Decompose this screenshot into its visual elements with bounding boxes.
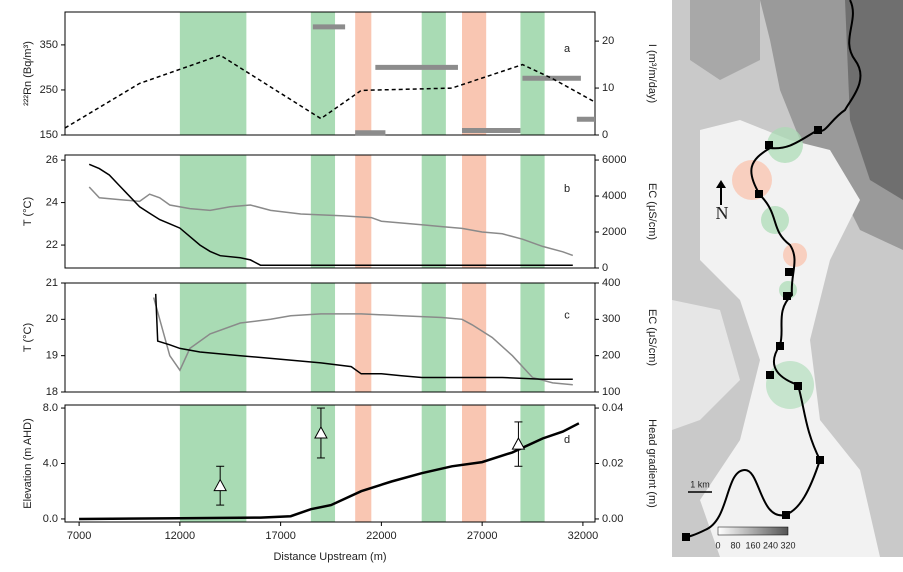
site <box>782 511 790 519</box>
reach-band <box>355 155 371 268</box>
y-tick-label: 350 <box>40 39 58 51</box>
x-tick-label: 12000 <box>165 530 196 542</box>
reach-band <box>180 155 247 268</box>
site <box>783 292 791 300</box>
site <box>755 190 763 198</box>
reach-band <box>422 283 446 392</box>
reach-band <box>462 12 486 135</box>
y-axis-label: ²²²Rn (Bq/m³) <box>22 41 34 106</box>
site <box>765 141 773 149</box>
y2-tick-label: 0.04 <box>602 402 623 414</box>
y-tick-label: 250 <box>40 84 58 96</box>
y2-tick-label: 20 <box>602 35 614 47</box>
legend-label: 240 <box>763 540 778 550</box>
site <box>816 456 824 464</box>
x-tick-label: 22000 <box>366 530 397 542</box>
x-tick-label: 32000 <box>568 530 599 542</box>
y2-axis-label: EC (μS/cm) <box>646 309 658 366</box>
site <box>766 371 774 379</box>
reach-band <box>462 283 486 392</box>
reach-band <box>422 155 446 268</box>
y2-tick-label: 0.02 <box>602 457 623 469</box>
legend-label: 0 <box>715 540 720 550</box>
panel-letter: a <box>564 43 571 55</box>
legend-label: 160 <box>745 540 760 550</box>
y-tick-label: 20 <box>46 313 58 325</box>
y-tick-label: 18 <box>46 386 58 398</box>
site <box>776 342 784 350</box>
reach-band <box>520 155 544 268</box>
x-tick-label: 7000 <box>67 530 91 542</box>
y2-axis-label: Head gradient (m) <box>646 419 658 508</box>
y-tick-label: 150 <box>40 129 58 141</box>
figure: N 1 km 080160240320 15025035001020²²²Rn … <box>0 0 903 567</box>
y-tick-label: 0.0 <box>43 513 58 525</box>
y-tick-label: 19 <box>46 350 58 362</box>
reach-band <box>180 283 247 392</box>
reach-band <box>520 405 544 522</box>
y2-tick-label: 0 <box>602 262 608 274</box>
reach-band <box>311 155 335 268</box>
y2-tick-label: 400 <box>602 277 620 289</box>
y-tick-label: 26 <box>46 154 58 166</box>
y-axis-label: T (°C) <box>22 197 34 226</box>
x-axis-label: Distance Upstream (m) <box>273 551 386 563</box>
legend-label: 80 <box>730 540 740 550</box>
y2-tick-label: 100 <box>602 386 620 398</box>
y2-tick-label: 300 <box>602 313 620 325</box>
scale-label: 1 km <box>690 479 710 489</box>
reach-band <box>422 12 446 135</box>
y-tick-label: 8.0 <box>43 402 58 414</box>
site <box>785 268 793 276</box>
y2-tick-label: 0 <box>602 129 608 141</box>
y2-tick-label: 6000 <box>602 154 626 166</box>
y-tick-label: 22 <box>46 239 58 251</box>
y-tick-label: 24 <box>46 196 58 208</box>
reach-band <box>520 283 544 392</box>
elevation-legend <box>718 527 788 535</box>
panel-letter: d <box>564 434 570 446</box>
site <box>814 126 822 134</box>
y-tick-label: 4.0 <box>43 457 58 469</box>
reach-band <box>355 283 371 392</box>
panel-letter: b <box>564 183 570 195</box>
x-tick-label: 27000 <box>467 530 498 542</box>
y2-tick-label: 4000 <box>602 190 626 202</box>
y2-tick-label: 0.00 <box>602 513 623 525</box>
site <box>682 533 690 541</box>
reach-band <box>422 405 446 522</box>
y-axis-label: Elevation (m AHD) <box>22 418 34 508</box>
y2-tick-label: 10 <box>602 82 614 94</box>
reach-band <box>311 283 335 392</box>
y-axis-label: T (°C) <box>22 323 34 352</box>
panel-letter: c <box>564 310 570 322</box>
legend-label: 320 <box>780 540 795 550</box>
y2-axis-label: I (m³/m/day) <box>646 44 658 103</box>
y2-axis-label: EC (μS/cm) <box>646 183 658 240</box>
y2-tick-label: 2000 <box>602 226 626 238</box>
reach-band <box>355 405 371 522</box>
site <box>794 382 802 390</box>
reach-band <box>355 12 371 135</box>
reach-band <box>180 12 247 135</box>
x-tick-label: 17000 <box>265 530 296 542</box>
y2-tick-label: 200 <box>602 350 620 362</box>
gaining-reach <box>766 361 814 409</box>
reach-band <box>180 405 247 522</box>
y-tick-label: 21 <box>46 277 58 289</box>
reach-band <box>462 155 486 268</box>
north-label: N <box>716 203 729 223</box>
